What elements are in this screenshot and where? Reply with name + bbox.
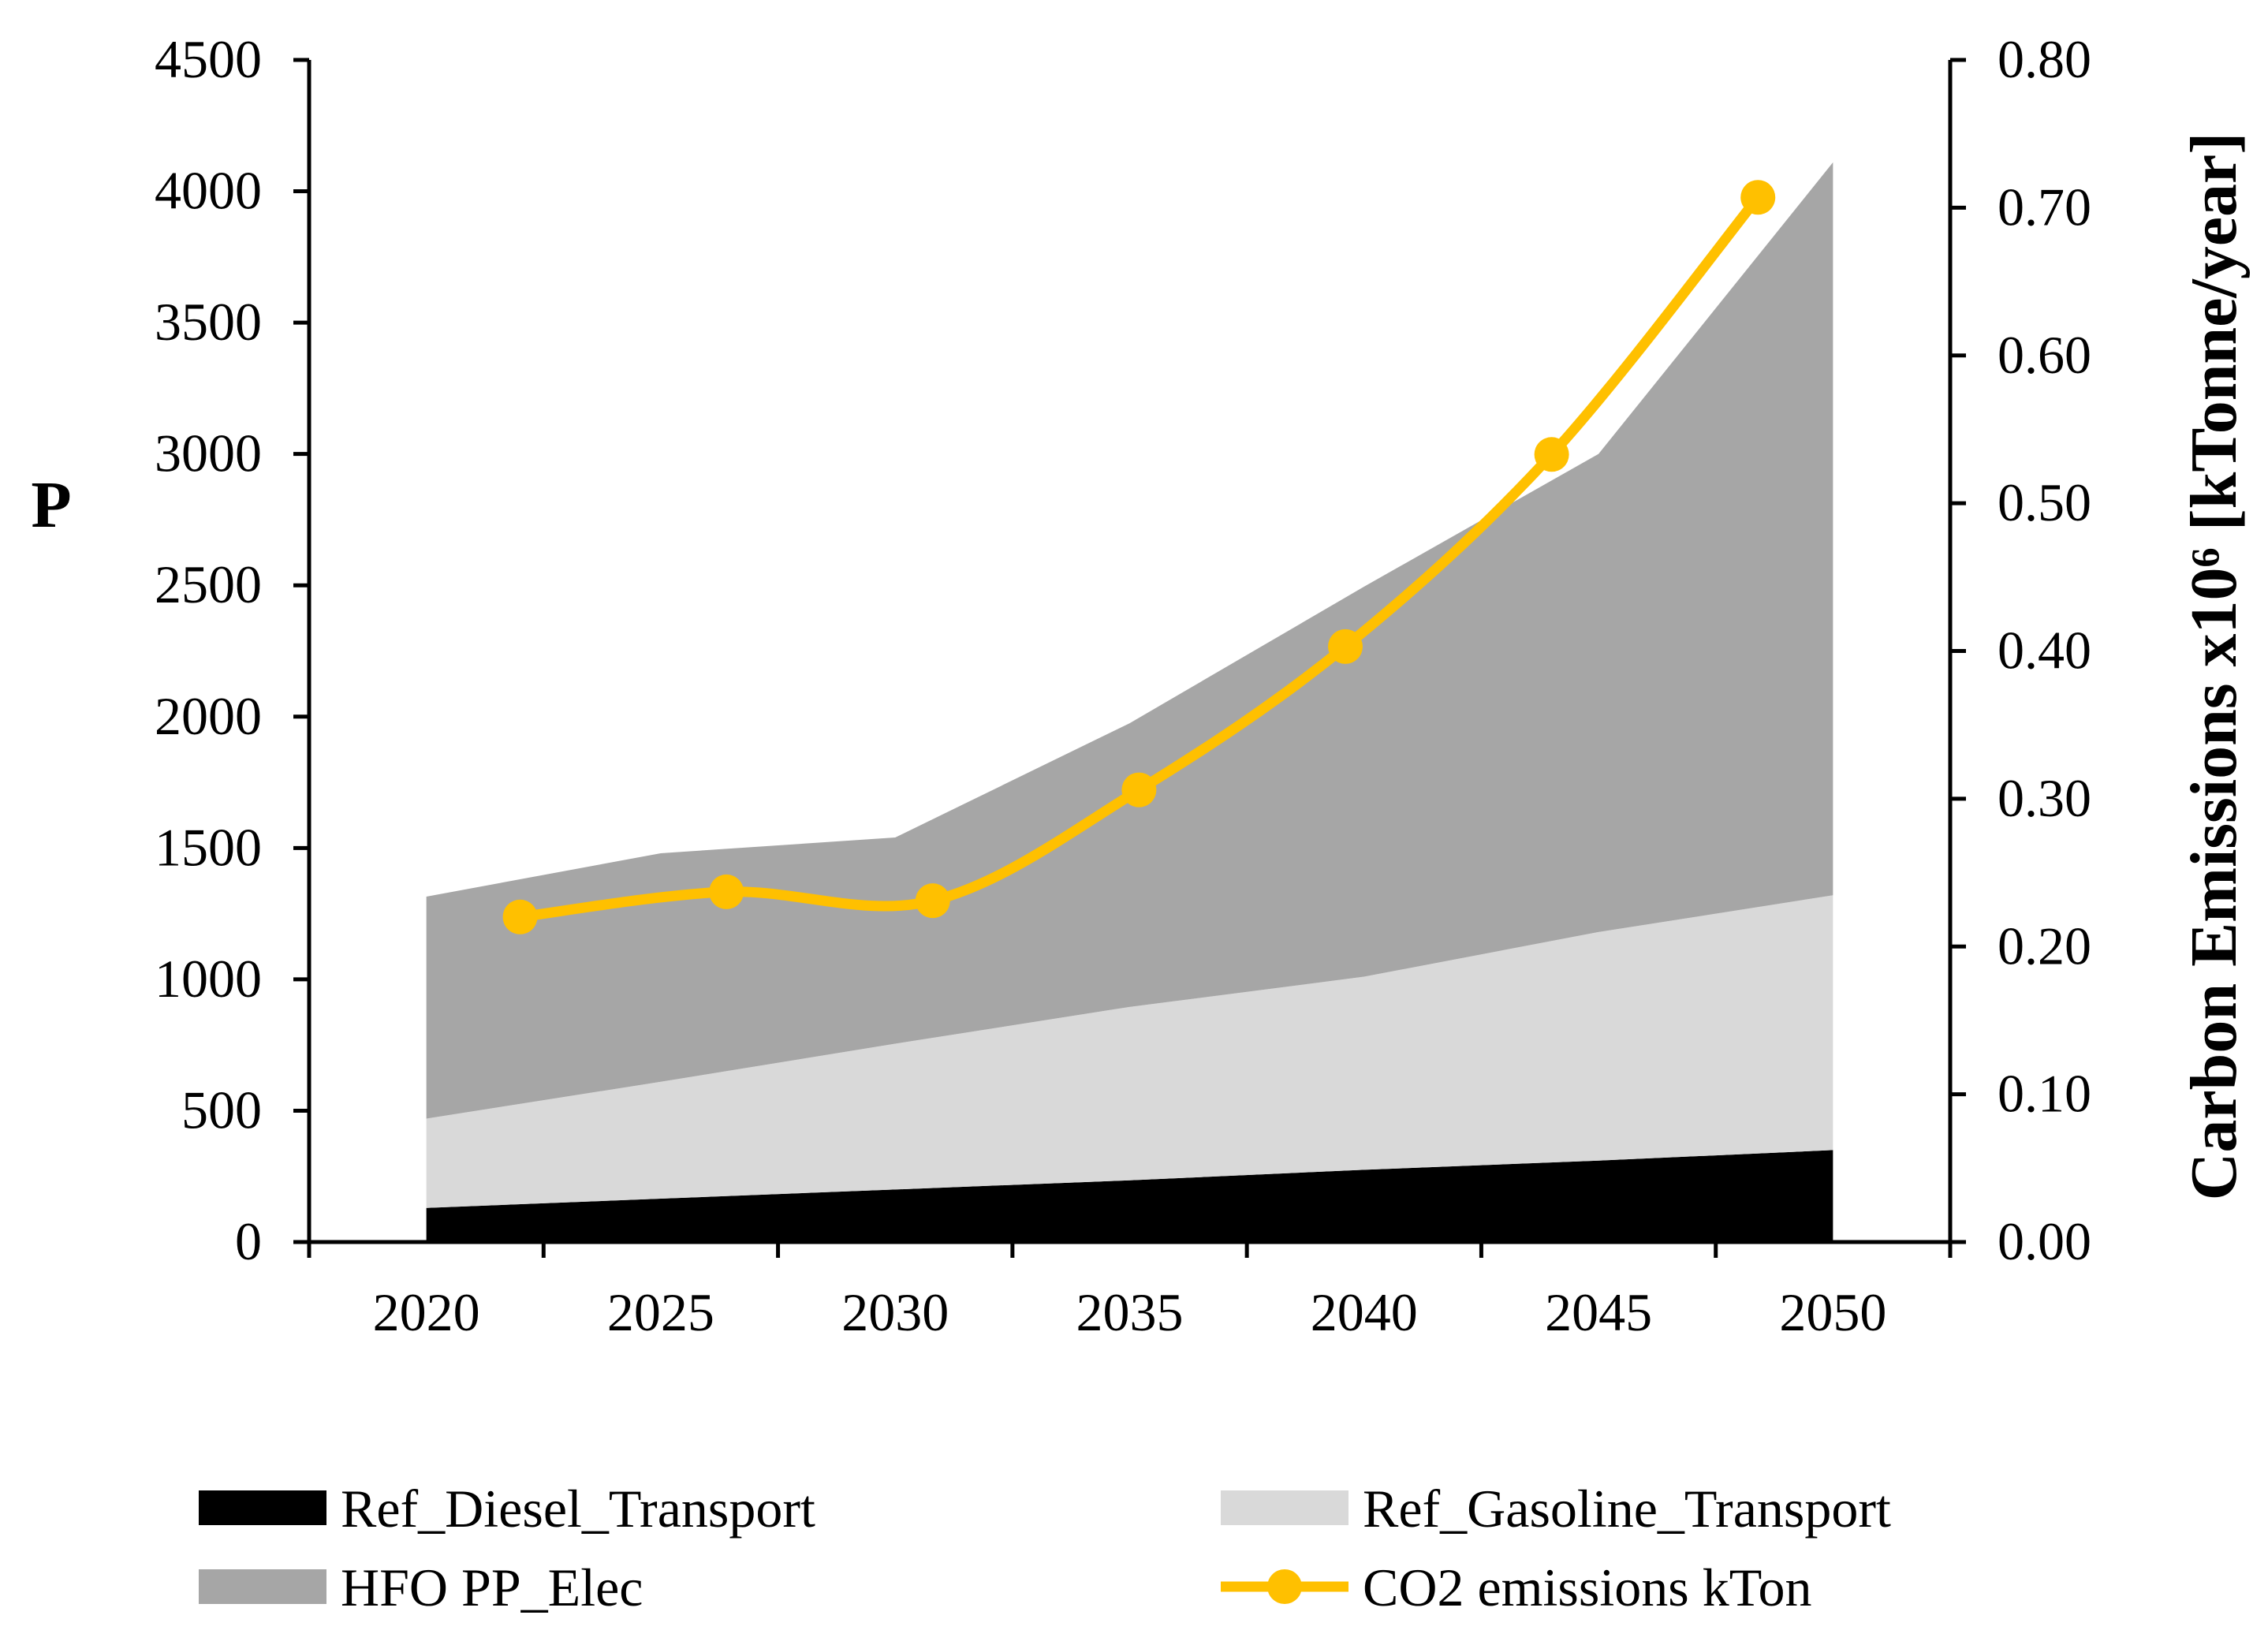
co2-point-3 <box>1121 772 1157 808</box>
stacked-areas <box>426 162 1833 1242</box>
area-ref-diesel-transport <box>426 1150 1833 1242</box>
x-tick-label: 2020 <box>373 1282 480 1342</box>
x-tick-label: 2025 <box>607 1282 714 1342</box>
co2-point-4 <box>1328 629 1363 664</box>
y-tick-label: 2500 <box>155 554 262 614</box>
y2-tick-label: 0.10 <box>1998 1064 2091 1124</box>
y2-tick-label: 0.40 <box>1998 621 2091 681</box>
co2-point-0 <box>502 899 538 934</box>
y2-tick-label: 0.60 <box>1998 325 2091 385</box>
x-tick-label: 2035 <box>1076 1282 1184 1342</box>
x-tick-label: 2030 <box>841 1282 949 1342</box>
y2-axis-title: Carbon Emissions x10⁶ [kTonne/year] <box>2177 132 2251 1201</box>
legend-label: Ref_Diesel_Transport <box>341 1479 815 1539</box>
area-hfo-pp-elec <box>426 162 1833 1119</box>
legend-label: Ref_Gasoline_Transport <box>1363 1479 1891 1539</box>
y2-tick-label: 0.20 <box>1998 916 2091 975</box>
x-tick-label: 2050 <box>1779 1282 1886 1342</box>
y2-tick-label: 0.30 <box>1998 768 2091 828</box>
y-axis-title: P <box>31 468 71 542</box>
y-tick-label: 4000 <box>155 161 262 221</box>
y2-tick-label: 0.80 <box>1998 29 2091 89</box>
y-tick-label: 3000 <box>155 423 262 483</box>
y-tick-label: 1500 <box>155 817 262 877</box>
legend-item-ref-gasoline-transport: Ref_Gasoline_Transport <box>1221 1479 1891 1539</box>
legend-label: CO2 emissions kTon <box>1363 1557 1812 1617</box>
y-tick-label: 3500 <box>155 292 262 352</box>
legend: Ref_Diesel_Transport Ref_Gasoline_Transpo… <box>199 1479 1891 1617</box>
legend-swatch <box>199 1490 326 1525</box>
x-tick-label: 2045 <box>1545 1282 1652 1342</box>
x-tick-label: 2040 <box>1311 1282 1418 1342</box>
tick-labels: 4500 4000 3500 3000 2500 2000 1500 1000 500 0 0.80… <box>155 29 2091 1342</box>
legend-swatch <box>199 1569 326 1604</box>
y2-tick-label: 0.70 <box>1998 177 2091 237</box>
y-tick-label: 2000 <box>155 686 262 746</box>
legend-swatch <box>1221 1490 1348 1525</box>
co2-point-5 <box>1534 437 1569 472</box>
legend-label: HFO PP_Elec <box>341 1557 643 1617</box>
co2-point-6 <box>1740 180 1776 215</box>
co2-emissions-series <box>502 180 1776 934</box>
y-tick-label: 4500 <box>155 29 262 89</box>
y2-tick-label: 0.50 <box>1998 472 2091 532</box>
legend-item-ref-diesel-transport: Ref_Diesel_Transport <box>199 1479 815 1539</box>
area-ref-gasoline-transport <box>426 895 1833 1208</box>
y-tick-label: 1000 <box>155 949 262 1009</box>
co2-point-2 <box>915 883 950 919</box>
y-tick-label: 0 <box>235 1211 262 1271</box>
legend-item-co2-emissions-kton: CO2 emissions kTon <box>1221 1557 1812 1617</box>
legend-swatch-marker <box>1267 1569 1302 1604</box>
co2-point-1 <box>709 874 744 909</box>
y2-tick-label: 0.00 <box>1998 1211 2091 1271</box>
legend-item-hfo-pp-elec: HFO PP_Elec <box>199 1557 643 1617</box>
y-tick-label: 500 <box>181 1080 262 1140</box>
